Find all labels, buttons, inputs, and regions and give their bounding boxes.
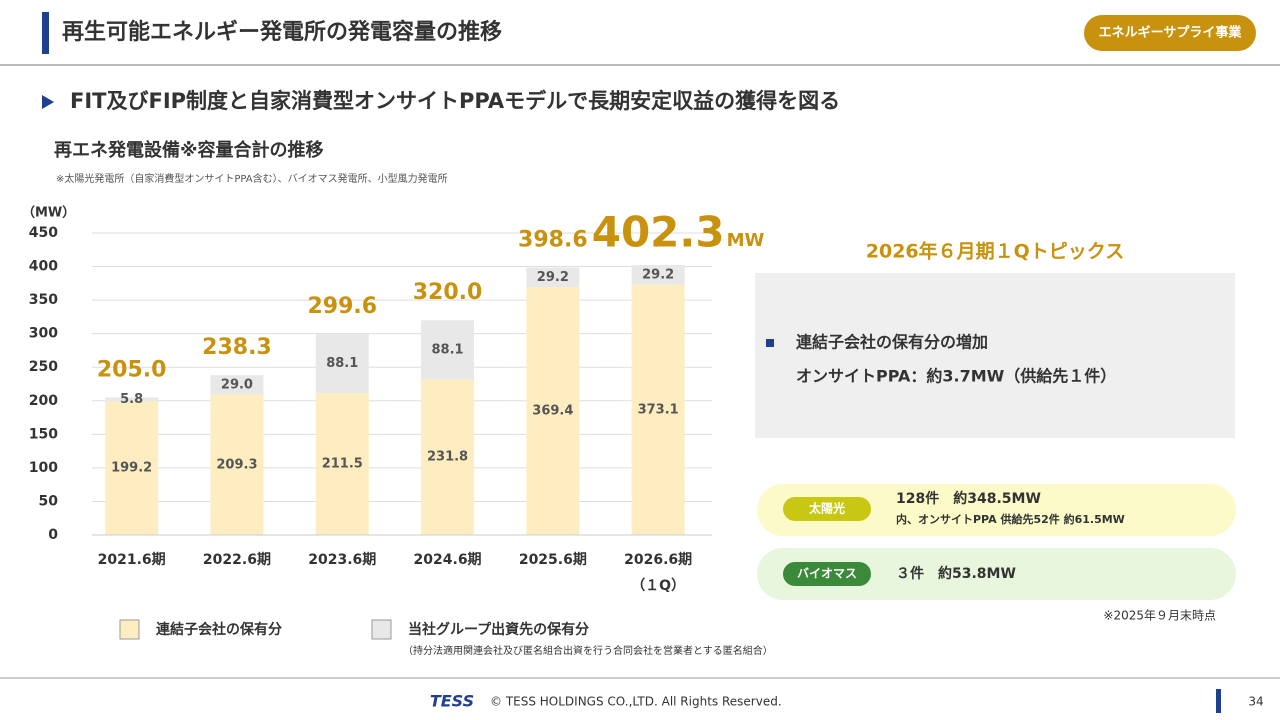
badge-bg xyxy=(1084,15,1256,51)
bar-segment xyxy=(210,394,264,535)
topic-line: オンサイトPPA：約3.7MW（供給先１件） xyxy=(796,367,1116,386)
x-tick-label: 2024.6期 xyxy=(414,552,482,568)
facility-label: 太陽光 xyxy=(809,501,845,516)
legend-note: （持分法適用関連会社及び匿名組合出資を行う合同会社を営業者とする匿名組合） xyxy=(403,644,773,657)
segment-label: 5.8 xyxy=(120,392,143,407)
segment-label: 373.1 xyxy=(638,402,679,417)
legend-label: 当社グループ出資先の保有分 xyxy=(408,621,589,638)
chart-footnote: ※太陽光発電所（自家消費型オンサイトPPA含む）、バイオマス発電所、小型風力発電… xyxy=(56,172,448,185)
page-accent xyxy=(1216,689,1221,713)
y-tick-label: 50 xyxy=(39,493,59,509)
y-tick-label: 150 xyxy=(29,426,58,442)
y-tick-label: 400 xyxy=(29,259,58,275)
y-tick-label: 100 xyxy=(29,460,58,476)
bar-segment xyxy=(631,284,685,535)
facility-line: 内、オンサイトPPA 供給先52件 約61.5MW xyxy=(896,512,1125,526)
badge: エネルギーサプライ事業 xyxy=(1099,25,1243,41)
bar-segment xyxy=(315,393,369,535)
legend-swatch xyxy=(119,619,140,640)
total-label: 299.6 xyxy=(307,294,377,319)
x-tick-label: 2021.6期 xyxy=(98,552,166,568)
total-label: 205.0 xyxy=(97,357,167,382)
segment-label: 369.4 xyxy=(532,404,573,419)
x-tick-line: 2026.6期 xyxy=(624,552,692,568)
header-title: 再生可能エネルギー発電所の発電容量の推移 xyxy=(62,19,502,45)
segment-label: 209.3 xyxy=(216,457,257,472)
legend-swatch xyxy=(371,619,392,640)
y-tick-label: 450 xyxy=(29,225,58,241)
facility-bg xyxy=(757,484,1236,536)
segment-label: 199.2 xyxy=(111,461,152,476)
topics-title: 2026年６月期１Qトピックス xyxy=(866,240,1124,263)
total-label: 320.0 xyxy=(413,280,483,305)
bar-segment xyxy=(105,401,159,535)
topic-line: 連結子会社の保有分の増加 xyxy=(796,333,988,352)
subtitle: FIT及びFIP制度と自家消費型オンサイトPPAモデルで長期安定収益の獲得を図る xyxy=(70,89,840,113)
bar-segment xyxy=(421,320,475,380)
footer-logo: TESS xyxy=(430,692,474,711)
x-tick-label: 2026.6期 （１Q） xyxy=(624,552,692,594)
bar-segment xyxy=(210,375,264,395)
x-tick-label: 2025.6期 xyxy=(519,552,587,568)
chart-title: 再エネ発電設備※容量合計の推移 xyxy=(54,139,324,161)
copyright: © TESS HOLDINGS CO.,LTD. All Rights Rese… xyxy=(490,695,782,709)
facility-tag xyxy=(783,497,871,521)
facility-line: ３件 約53.8MW xyxy=(896,565,1016,582)
bar-segment xyxy=(526,287,580,535)
segment-label: 29.0 xyxy=(221,377,253,392)
x-tick-label: 2023.6期 xyxy=(308,552,376,568)
as-of-note: ※2025年９月末時点 xyxy=(1103,609,1216,623)
bar-segment xyxy=(526,267,580,288)
bar-segment xyxy=(315,333,369,394)
topics-box xyxy=(755,273,1235,438)
total-label: 402.3 xyxy=(592,208,725,257)
facility-label: バイオマス xyxy=(797,567,857,581)
total-label: 398.6 xyxy=(518,227,588,252)
bar-segment xyxy=(631,265,685,285)
header-accent xyxy=(42,12,49,54)
segment-label: 88.1 xyxy=(432,342,464,357)
legend-label: 連結子会社の保有分 xyxy=(156,621,282,638)
x-tick-label: 2022.6期 xyxy=(203,552,271,568)
y-axis-label: （MW） xyxy=(22,205,75,221)
segment-label: 231.8 xyxy=(427,450,468,465)
bar-segment xyxy=(105,397,159,402)
segment-label: 88.1 xyxy=(326,356,358,371)
facility-bg xyxy=(757,548,1236,600)
subtitle-arrow xyxy=(42,95,54,109)
x-tick-line: （１Q） xyxy=(631,578,685,594)
segment-label: 29.2 xyxy=(537,270,569,285)
bullet xyxy=(766,339,774,347)
segment-label: 211.5 xyxy=(322,457,363,472)
y-tick-label: 300 xyxy=(29,326,58,342)
y-tick-label: 200 xyxy=(29,393,58,409)
y-tick-label: 250 xyxy=(29,359,58,375)
bar-segment xyxy=(421,379,475,535)
facility-line: 128件 約348.5MW xyxy=(896,490,1041,507)
total-unit: MW xyxy=(727,230,765,251)
segment-label: 29.2 xyxy=(642,267,674,282)
total-label: 238.3 xyxy=(202,335,272,360)
page-number: 34 xyxy=(1248,695,1263,709)
facility-tag xyxy=(783,562,871,586)
y-tick-label: 0 xyxy=(48,527,58,543)
y-tick-label: 350 xyxy=(29,292,58,308)
